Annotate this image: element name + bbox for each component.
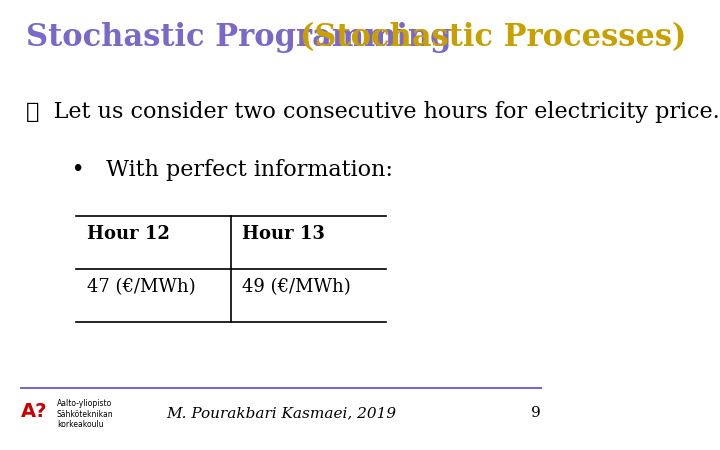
Text: 47 (€/MWh): 47 (€/MWh) — [87, 278, 196, 296]
Text: M. Pourakbari Kasmaei, 2019: M. Pourakbari Kasmaei, 2019 — [166, 406, 396, 420]
Text: 9: 9 — [531, 406, 541, 420]
Text: •   With perfect information:: • With perfect information: — [43, 159, 393, 181]
Text: 49 (€/MWh): 49 (€/MWh) — [242, 278, 351, 296]
Text: Hour 12: Hour 12 — [87, 225, 170, 243]
Text: ✓  Let us consider two consecutive hours for electricity price.: ✓ Let us consider two consecutive hours … — [27, 101, 720, 123]
Text: Stochastic Programming: Stochastic Programming — [27, 22, 462, 53]
Text: Aalto-yliopisto
Sähköteknikan
korkeakoulu: Aalto-yliopisto Sähköteknikan korkeakoul… — [57, 400, 113, 429]
Text: Hour 13: Hour 13 — [242, 225, 325, 243]
Text: (Stochastic Processes): (Stochastic Processes) — [300, 22, 687, 53]
Text: A?: A? — [21, 402, 48, 421]
